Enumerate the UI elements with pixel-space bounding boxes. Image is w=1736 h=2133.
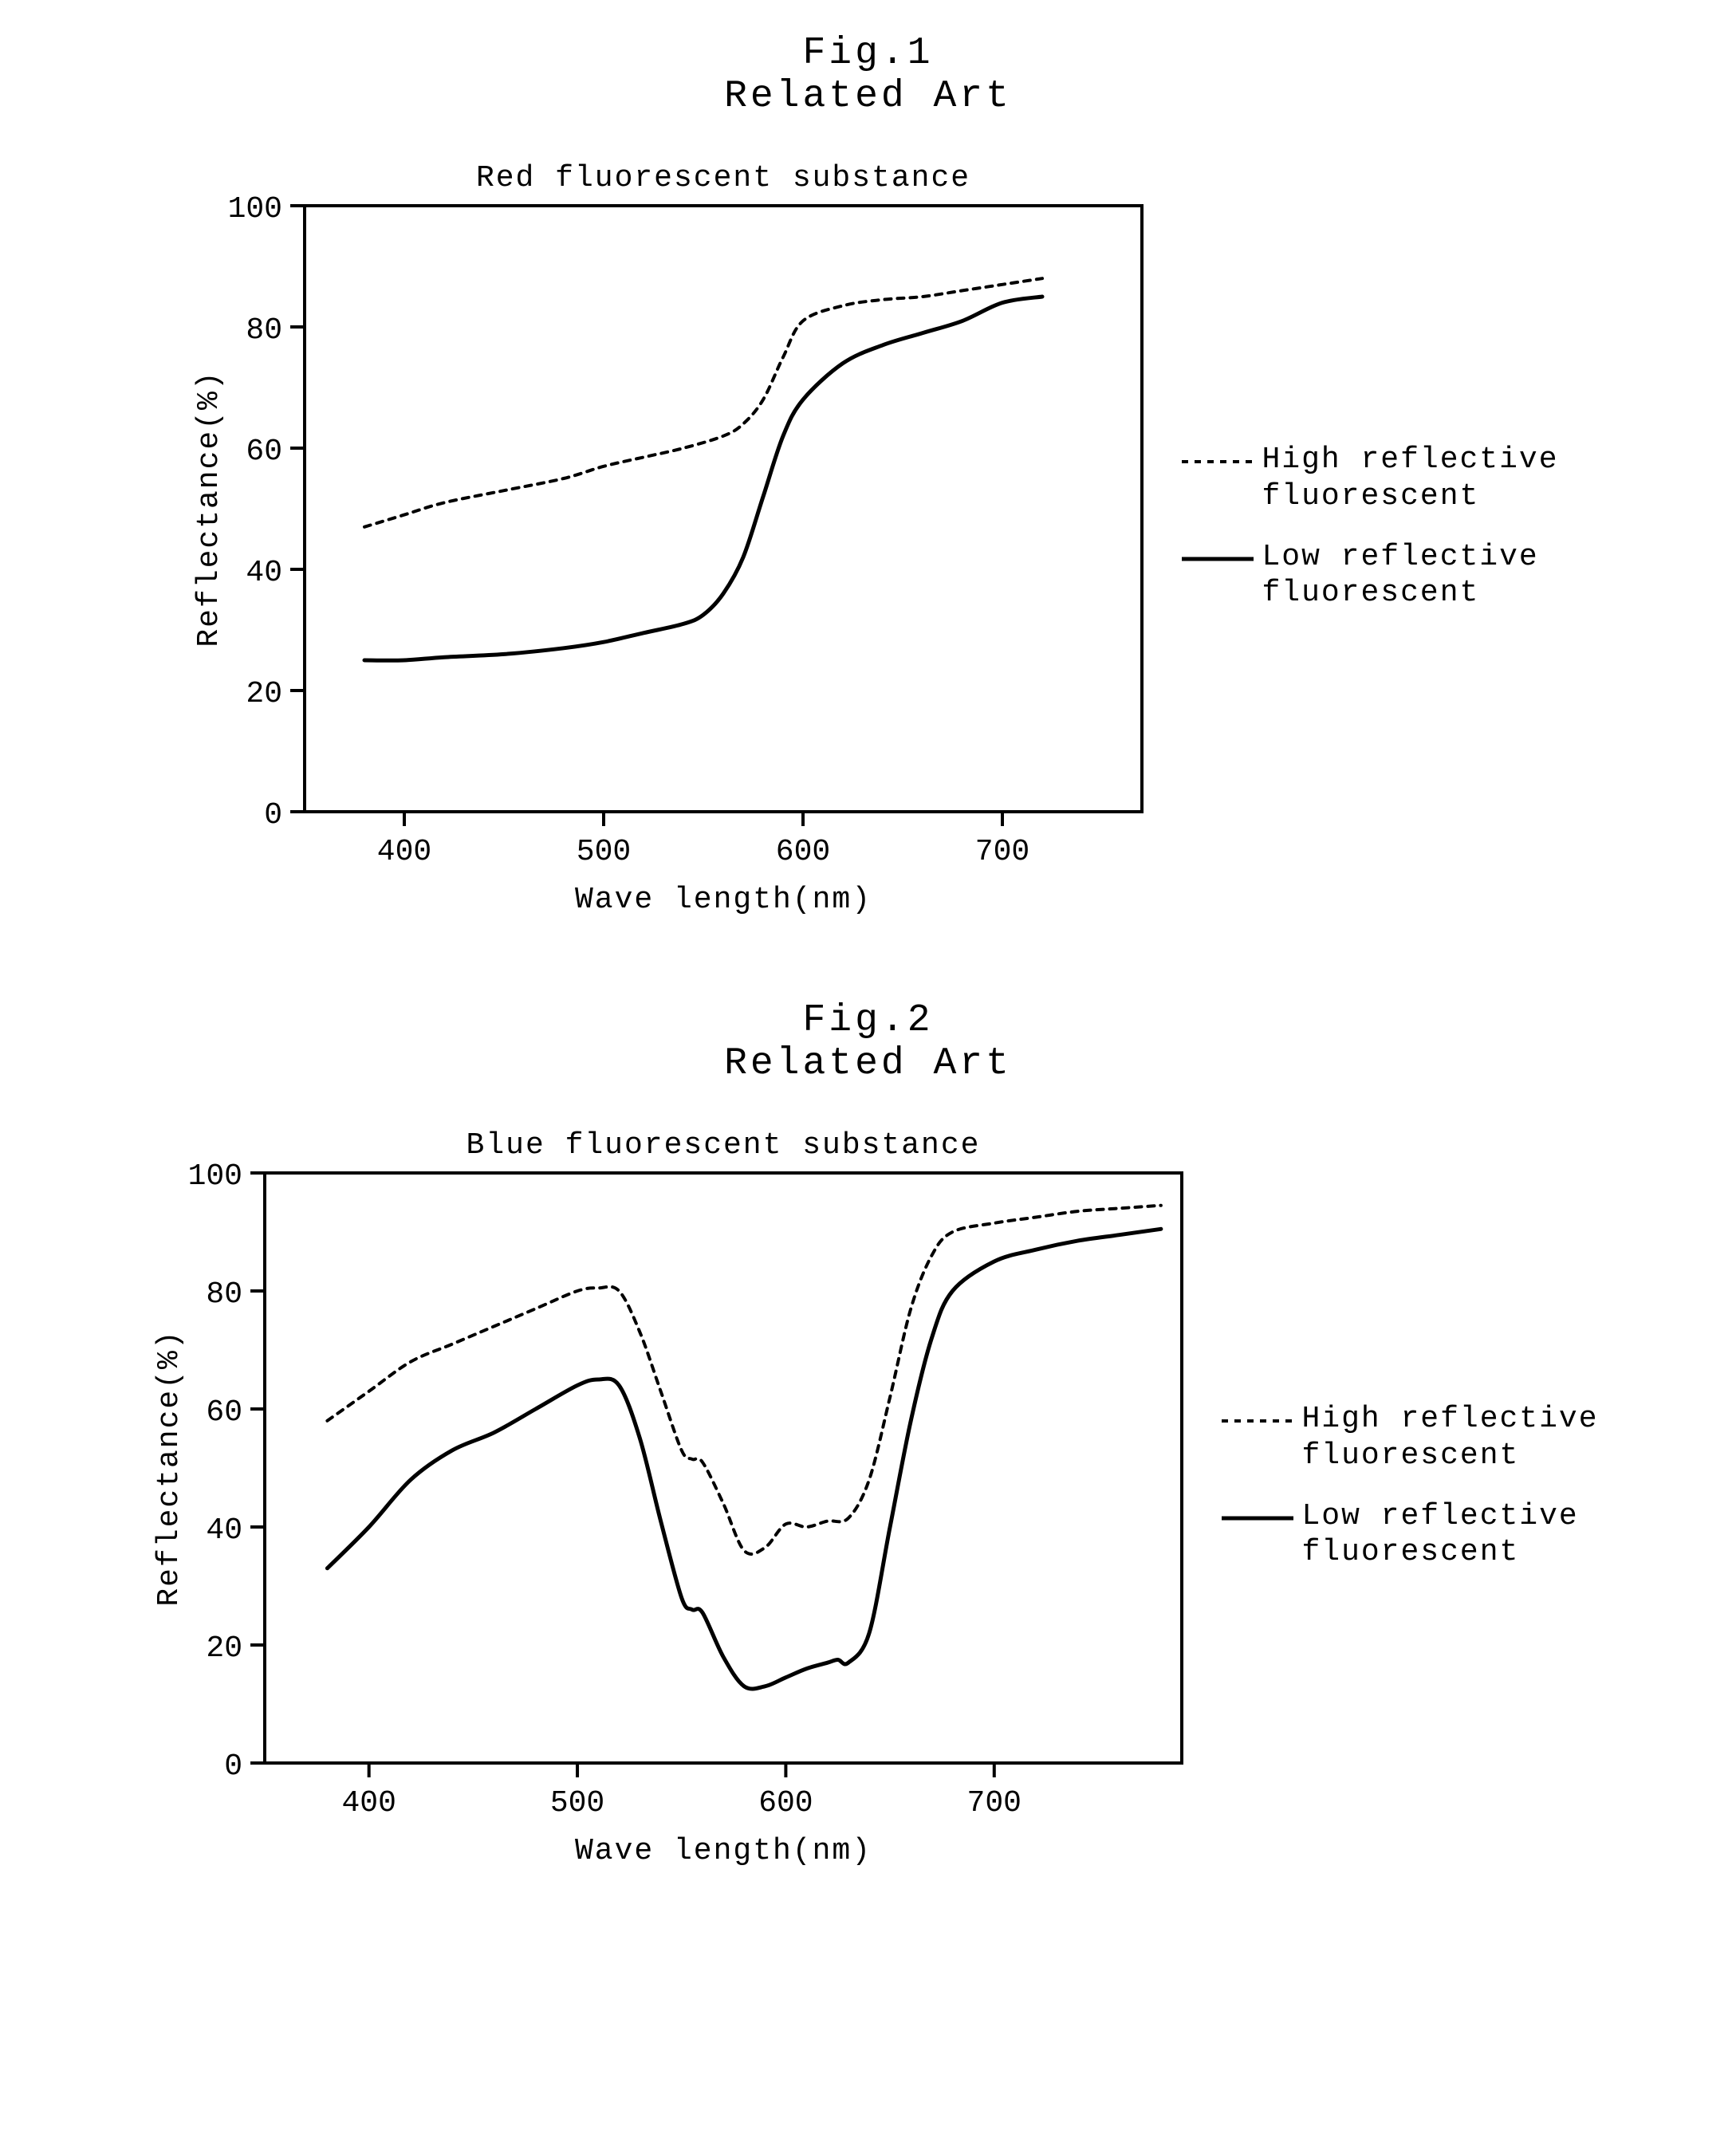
legend-label: Low reflective fluorescent <box>1262 539 1538 612</box>
chart-row: 0 20 40 60 80 100 400 500 600 700 Red fluorescent … <box>32 142 1704 935</box>
figure-subtitle: Related Art <box>32 75 1704 118</box>
plot-frame <box>265 1173 1182 1763</box>
y-axis-label: Reflectance(%) <box>152 1329 187 1606</box>
x-tick-label: 400 <box>377 835 431 869</box>
x-tick-label: 500 <box>550 1786 604 1820</box>
y-tick-label: 20 <box>207 1631 243 1666</box>
figure-subtitle: Related Art <box>32 1042 1704 1085</box>
chart-title: Blue fluorescent substance <box>466 1128 981 1163</box>
x-tick-label: 600 <box>776 835 830 869</box>
y-tick-label: 20 <box>246 677 283 711</box>
chart-svg: 0 20 40 60 80 100 400 500 600 700 Red fluorescent … <box>177 142 1166 931</box>
figure-header: Fig.2Related Art <box>32 999 1704 1085</box>
legend-item: High reflective fluorescent <box>1222 1401 1598 1474</box>
legend-item: Low reflective fluorescent <box>1182 539 1558 612</box>
legend-swatch <box>1222 1514 1293 1522</box>
legend-item: High reflective fluorescent <box>1182 442 1558 514</box>
legend-label: High reflective fluorescent <box>1262 442 1558 514</box>
chart-container: 0 20 40 60 80 100 400 500 600 700 Red fluorescent … <box>177 142 1166 935</box>
x-tick-label: 700 <box>975 835 1029 869</box>
figure-number: Fig.2 <box>32 999 1704 1042</box>
x-tick-label: 400 <box>342 1786 396 1820</box>
y-tick-label: 0 <box>225 1749 243 1784</box>
chart-legend: High reflective fluorescent Low reflectiv… <box>1222 1401 1598 1594</box>
x-tick-label: 500 <box>577 835 631 869</box>
legend-swatch <box>1182 555 1254 563</box>
legend-item: Low reflective fluorescent <box>1222 1498 1598 1571</box>
legend-label: High reflective fluorescent <box>1301 1401 1598 1474</box>
y-tick-label: 80 <box>207 1277 243 1312</box>
y-tick-label: 0 <box>265 798 283 832</box>
y-axis-label: Reflectance(%) <box>192 370 226 647</box>
chart-svg: 0 20 40 60 80 100 400 500 600 700 Blue fluorescent… <box>137 1109 1206 1883</box>
figure-block: Fig.2Related Art 0 20 40 60 80 100 400 500 600 700… <box>32 999 1704 1887</box>
legend-label: Low reflective fluorescent <box>1301 1498 1578 1571</box>
plot-frame <box>305 206 1142 812</box>
y-tick-label: 100 <box>188 1159 242 1194</box>
chart-title: Red fluorescent substance <box>476 161 970 195</box>
x-tick-label: 600 <box>759 1786 813 1820</box>
chart-row: 0 20 40 60 80 100 400 500 600 700 Blue fluorescent… <box>32 1109 1704 1887</box>
y-tick-label: 100 <box>228 192 282 226</box>
chart-legend: High reflective fluorescent Low reflectiv… <box>1182 442 1558 635</box>
figure-block: Fig.1Related Art 0 20 40 60 80 100 400 500 600 700… <box>32 32 1704 935</box>
figure-number: Fig.1 <box>32 32 1704 75</box>
y-tick-label: 60 <box>246 435 283 469</box>
y-tick-label: 60 <box>207 1395 243 1430</box>
figure-header: Fig.1Related Art <box>32 32 1704 118</box>
y-tick-label: 40 <box>207 1513 243 1548</box>
legend-swatch <box>1182 458 1254 466</box>
legend-swatch <box>1222 1417 1293 1425</box>
chart-container: 0 20 40 60 80 100 400 500 600 700 Blue fluorescent… <box>137 1109 1206 1887</box>
x-axis-label: Wave length(nm) <box>575 1834 872 1868</box>
x-axis-label: Wave length(nm) <box>575 883 872 917</box>
y-tick-label: 80 <box>246 313 283 348</box>
y-tick-label: 40 <box>246 556 283 590</box>
x-tick-label: 700 <box>967 1786 1022 1820</box>
